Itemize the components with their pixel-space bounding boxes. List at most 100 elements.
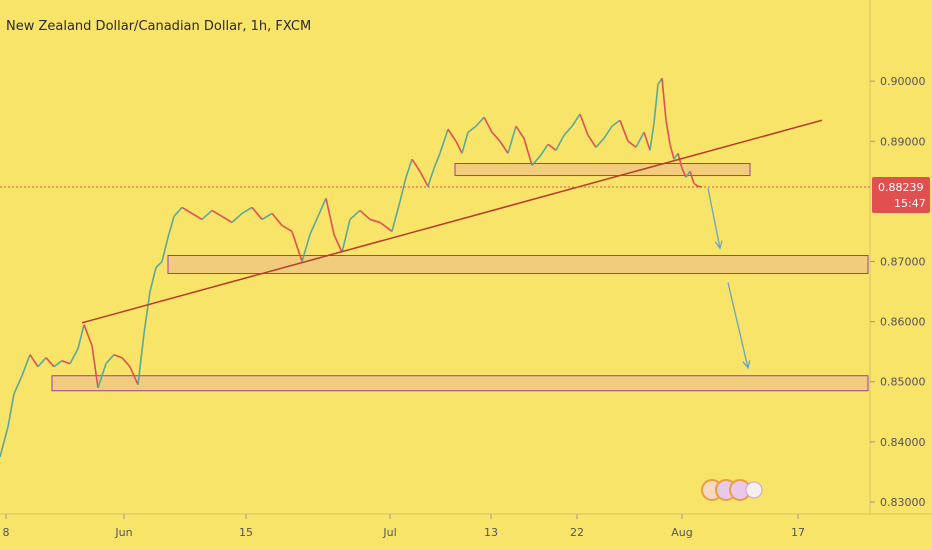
event-bubble-icon[interactable]	[745, 481, 763, 499]
projection-arrow-head	[742, 359, 751, 370]
price-segment	[341, 219, 351, 253]
price-segment	[251, 206, 263, 220]
price-segment	[689, 171, 695, 184]
price-segment	[677, 153, 683, 169]
price-segment	[483, 116, 493, 133]
price-segment	[399, 177, 407, 202]
price-segment	[149, 267, 157, 292]
price-segment	[587, 134, 597, 148]
price-segment	[563, 125, 573, 136]
price-segment	[69, 348, 79, 365]
price-segment	[379, 221, 393, 233]
price-segment	[53, 360, 63, 368]
price-segment	[13, 375, 23, 395]
y-tick-label: 0.89000	[880, 135, 926, 148]
projection-arrow[interactable]	[707, 188, 721, 249]
price-segment	[137, 333, 145, 385]
price-segment	[461, 132, 469, 154]
price-segment	[261, 212, 273, 221]
price-segment	[241, 206, 253, 215]
x-tick-label: 8	[3, 526, 10, 539]
y-tick-label: 0.85000	[880, 376, 926, 389]
price-segment	[29, 354, 39, 368]
price-segment	[167, 216, 175, 238]
support-resistance-zone[interactable]	[51, 375, 869, 392]
y-tick-label: 0.84000	[880, 436, 926, 449]
price-segment	[21, 354, 31, 377]
price-segment	[433, 153, 441, 169]
support-resistance-zone[interactable]	[167, 254, 869, 275]
y-tick-label: 0.86000	[880, 316, 926, 329]
price-segment	[221, 215, 233, 224]
event-icons[interactable]	[701, 479, 763, 501]
price-segment	[681, 168, 687, 178]
price-segment	[595, 137, 605, 148]
price-segment	[143, 291, 151, 334]
price-segment	[83, 324, 93, 346]
price-segment	[173, 206, 183, 217]
price-segment	[685, 170, 691, 178]
price-segment	[97, 363, 107, 389]
y-tick-label: 0.90000	[880, 75, 926, 88]
x-tick-label: Jul	[382, 526, 396, 539]
x-tick-label: 17	[791, 526, 805, 539]
price-segment	[531, 155, 541, 166]
x-tick-label: 22	[570, 526, 584, 539]
price-segment	[669, 144, 675, 160]
x-tick-label: Jun	[114, 526, 132, 539]
price-segment	[317, 198, 327, 217]
price-segment	[455, 140, 463, 154]
price-segment	[649, 123, 655, 151]
price-segment	[301, 234, 311, 262]
price-segment	[635, 131, 645, 148]
price-segment	[271, 212, 283, 226]
price-segment	[643, 132, 651, 151]
price-segment	[673, 152, 679, 160]
projection-arrow[interactable]	[727, 282, 749, 369]
price-segment	[105, 354, 115, 365]
price-segment	[45, 357, 55, 368]
price-segment	[61, 359, 71, 365]
price-segment	[603, 125, 613, 139]
y-tick-label: 0.87000	[880, 256, 926, 269]
price-segment	[515, 125, 525, 139]
price-segment	[349, 209, 361, 221]
price-segment	[369, 218, 381, 224]
price-segment	[523, 138, 533, 166]
price-segment	[693, 182, 699, 188]
current-price-label-bg	[872, 177, 930, 214]
countdown-label: 15:47	[894, 197, 926, 210]
price-segment	[661, 78, 667, 121]
projection-arrow-head	[714, 240, 723, 250]
support-resistance-zone[interactable]	[454, 163, 751, 177]
price-segment	[7, 393, 15, 427]
price-segment	[121, 357, 131, 368]
price-segment	[37, 357, 47, 368]
price-segment	[571, 113, 581, 127]
price-segment	[653, 84, 659, 124]
price-segment	[325, 198, 335, 235]
price-segment	[665, 120, 671, 145]
price-segment	[231, 212, 243, 224]
price-segment	[547, 143, 557, 151]
price-segment	[405, 159, 413, 178]
price-segment	[113, 353, 123, 359]
price-segment	[0, 426, 9, 458]
price-segment	[333, 234, 343, 253]
x-tick-label: Aug	[671, 526, 692, 539]
price-segment	[507, 126, 517, 154]
price-segment	[77, 324, 85, 349]
price-segment	[467, 125, 477, 133]
price-segment	[191, 212, 203, 221]
price-segment	[439, 128, 449, 154]
price-segment	[619, 119, 629, 142]
x-tick-label: 15	[239, 526, 253, 539]
trendline[interactable]	[81, 119, 823, 324]
price-segment	[309, 216, 319, 235]
y-tick-label: 0.83000	[880, 496, 926, 509]
price-segment	[91, 345, 99, 388]
price-segment	[201, 209, 213, 221]
price-segment	[499, 140, 509, 154]
